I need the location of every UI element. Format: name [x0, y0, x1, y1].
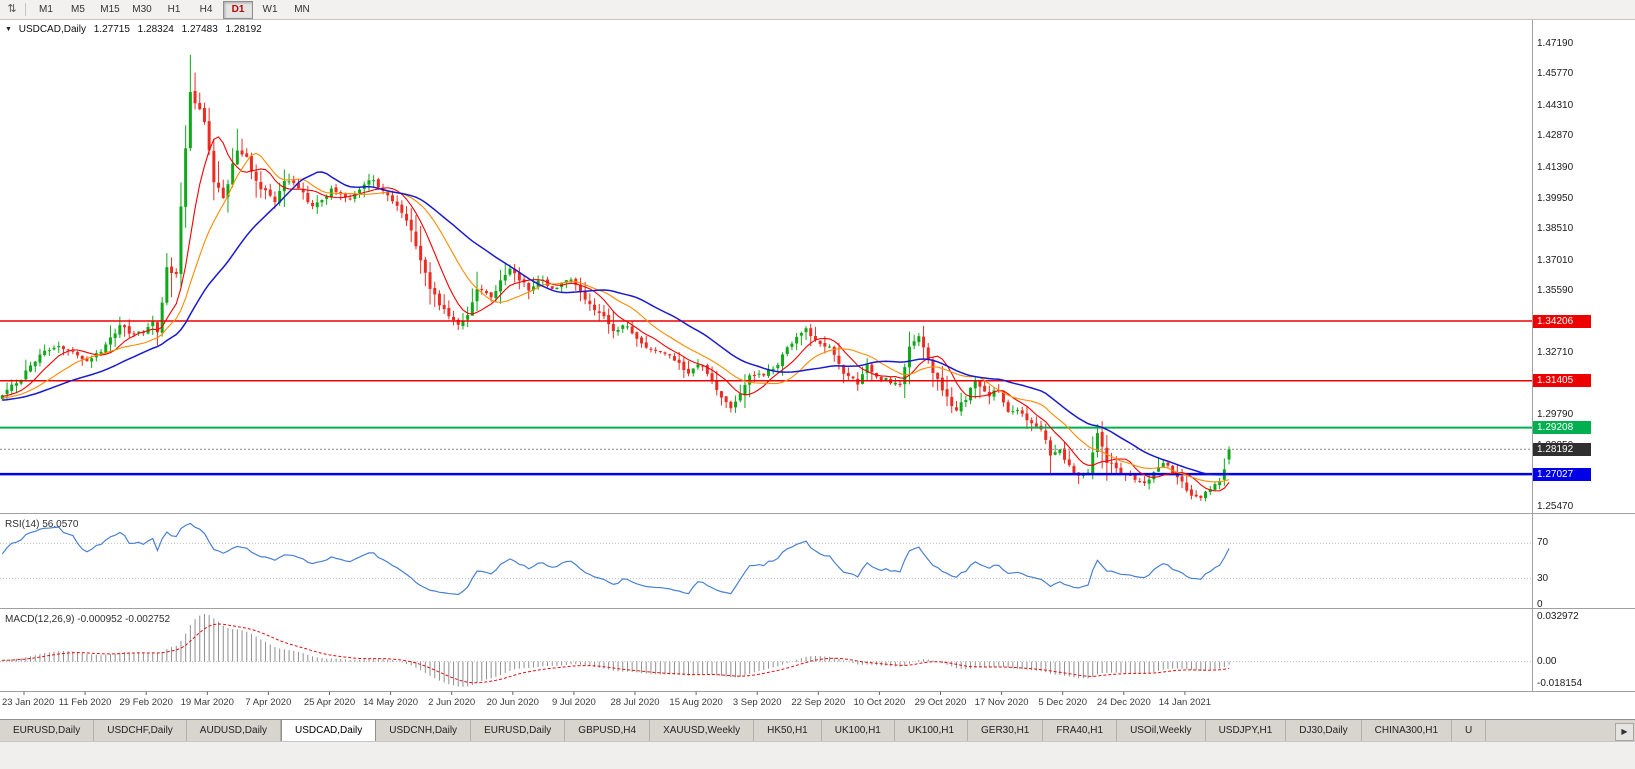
- chart-tab-ger30-h1[interactable]: GER30,H1: [968, 720, 1044, 741]
- timeframe-button-h1[interactable]: H1: [167, 3, 181, 15]
- toolbar-separator: [25, 3, 26, 16]
- chart-tab-fra40-h1[interactable]: FRA40,H1: [1043, 720, 1118, 741]
- chart-tab-uk100-h1[interactable]: UK100,H1: [822, 720, 895, 741]
- chart-tab-eurusd-daily[interactable]: EURUSD,Daily: [0, 720, 95, 741]
- timeframe-button-w1[interactable]: W1: [262, 3, 278, 15]
- updown-arrows-icon[interactable]: ⇅: [7, 2, 17, 15]
- timeframe-buttons: M1 M5 M15 M30 H1 H4 D1 W1 MN: [30, 0, 318, 19]
- timeframe-button-d1[interactable]: D1: [223, 0, 253, 19]
- tab-scroll-right-icon[interactable]: ▶: [1615, 723, 1634, 741]
- chart-tab-audusd-daily[interactable]: AUDUSD,Daily: [187, 720, 282, 741]
- chart-tab-usoil-weekly[interactable]: USOil,Weekly: [1117, 720, 1206, 741]
- chart-tab-usdcnh-daily[interactable]: USDCNH,Daily: [376, 720, 472, 741]
- chart-tab-dj30-daily[interactable]: DJ30,Daily: [1286, 720, 1362, 741]
- chart-tab-hk50-h1[interactable]: HK50,H1: [754, 720, 822, 741]
- timeframe-toolbar: ⇅ M1 M5 M15 M30 H1 H4 D1 W1 MN: [0, 0, 1635, 20]
- timeframe-button-m15[interactable]: M15: [100, 3, 120, 15]
- timeframe-button-m30[interactable]: M30: [132, 3, 152, 15]
- chart-tab-usdcad-daily[interactable]: USDCAD,Daily: [281, 720, 377, 741]
- timeframe-button-mn[interactable]: MN: [294, 3, 310, 15]
- status-bar: [0, 741, 1635, 769]
- chart-tab-china300-h1[interactable]: CHINA300,H1: [1362, 720, 1453, 741]
- chart-tab-usdjpy-h1[interactable]: USDJPY,H1: [1206, 720, 1287, 741]
- timeframe-button-m5[interactable]: M5: [71, 3, 85, 15]
- timeframe-button-m1[interactable]: M1: [39, 3, 53, 15]
- chart-tab-gbpusd-h4[interactable]: GBPUSD,H4: [565, 720, 651, 741]
- chart-tab-usdchf-daily[interactable]: USDCHF,Daily: [94, 720, 187, 741]
- chart-tab-eurusd-daily[interactable]: EURUSD,Daily: [471, 720, 566, 741]
- chart-tab-u[interactable]: U: [1452, 720, 1487, 741]
- chart-tab-xauusd-weekly[interactable]: XAUUSD,Weekly: [650, 720, 755, 741]
- chart-tab-uk100-h1[interactable]: UK100,H1: [895, 720, 969, 741]
- chart-tabbar: EURUSD,Daily USDCHF,Daily AUDUSD,Daily USDC…: [0, 719, 1635, 741]
- timeframe-button-h4[interactable]: H4: [199, 3, 213, 15]
- chart-tabs: EURUSD,Daily USDCHF,Daily AUDUSD,Daily USDC…: [0, 720, 1487, 741]
